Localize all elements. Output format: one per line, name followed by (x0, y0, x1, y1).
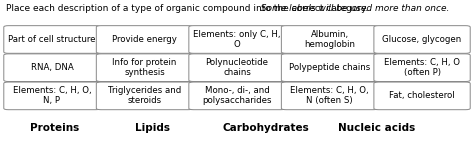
Text: Provide energy: Provide energy (112, 35, 177, 44)
Text: RNA, DNA: RNA, DNA (31, 63, 73, 72)
Text: Carbohydrates: Carbohydrates (222, 123, 309, 133)
FancyBboxPatch shape (96, 26, 192, 53)
Text: Elements: only C, H,
O: Elements: only C, H, O (193, 30, 281, 49)
Text: Elements: C, H, O
(often P): Elements: C, H, O (often P) (384, 58, 460, 77)
Text: Part of cell structure: Part of cell structure (8, 35, 96, 44)
Text: Nucleic acids: Nucleic acids (338, 123, 415, 133)
FancyBboxPatch shape (96, 54, 192, 81)
Text: Glucose, glycogen: Glucose, glycogen (383, 35, 462, 44)
Text: Polypeptide chains: Polypeptide chains (289, 63, 370, 72)
Text: Place each description of a type of organic compound into the correct category.: Place each description of a type of orga… (6, 4, 368, 13)
FancyBboxPatch shape (282, 82, 378, 110)
FancyBboxPatch shape (374, 54, 470, 81)
Text: Elements: C, H, O,
N (often S): Elements: C, H, O, N (often S) (290, 86, 369, 105)
Text: Elements: C, H, O,
N, P: Elements: C, H, O, N, P (13, 86, 91, 105)
FancyBboxPatch shape (4, 82, 100, 110)
Text: Info for protein
synthesis: Info for protein synthesis (112, 58, 177, 77)
FancyBboxPatch shape (282, 54, 378, 81)
FancyBboxPatch shape (4, 26, 100, 53)
Text: Albumin,
hemoglobin: Albumin, hemoglobin (304, 30, 355, 49)
FancyBboxPatch shape (189, 82, 285, 110)
Text: Polynucleotide
chains: Polynucleotide chains (206, 58, 268, 77)
Text: Lipids: Lipids (135, 123, 170, 133)
FancyBboxPatch shape (374, 82, 470, 110)
Text: Proteins: Proteins (30, 123, 79, 133)
FancyBboxPatch shape (96, 82, 192, 110)
FancyBboxPatch shape (374, 26, 470, 53)
FancyBboxPatch shape (189, 54, 285, 81)
Text: Triglycerides and
steroids: Triglycerides and steroids (108, 86, 181, 105)
Text: Mono-, di-, and
polysaccharides: Mono-, di-, and polysaccharides (202, 86, 272, 105)
FancyBboxPatch shape (4, 54, 100, 81)
FancyBboxPatch shape (189, 26, 285, 53)
FancyBboxPatch shape (282, 26, 378, 53)
Text: Fat, cholesterol: Fat, cholesterol (389, 91, 455, 100)
Text: Some labels will be used more than once.: Some labels will be used more than once. (255, 4, 449, 13)
